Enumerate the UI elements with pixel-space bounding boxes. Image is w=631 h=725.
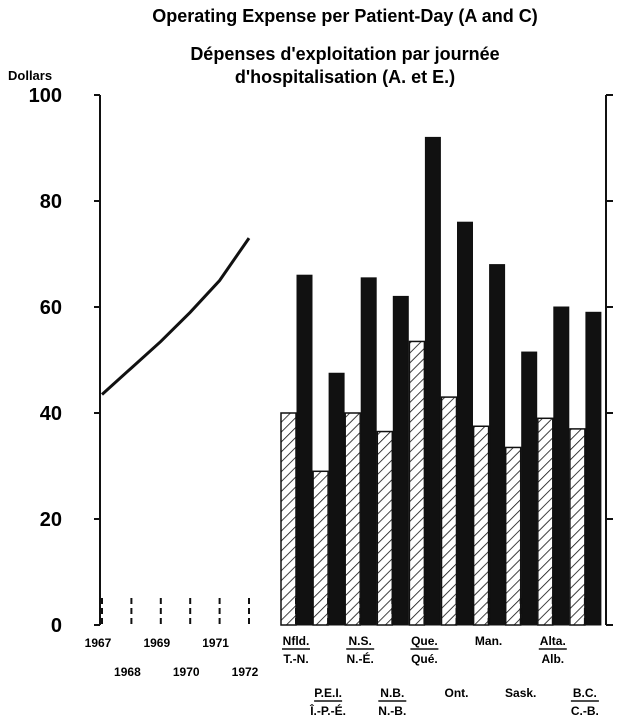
axes: 0 20 40 60 80 100 [29, 85, 613, 637]
y-tick-label: 20 [40, 509, 62, 531]
bar-hatched [537, 417, 554, 626]
trend-line [100, 237, 251, 396]
bar-hatched [312, 470, 329, 626]
year-label: 1972 [232, 665, 259, 679]
year-label: 1967 [85, 636, 112, 650]
bars-group [280, 136, 602, 626]
y-tick-label: 40 [40, 403, 62, 425]
bar-solid [424, 136, 441, 626]
bar-hatched [280, 412, 297, 626]
year-label: 1971 [202, 636, 229, 650]
bar-hatched [504, 446, 522, 626]
chart-title: Operating Expense per Patient-Day (A and… [152, 6, 537, 26]
bar-hatched [472, 425, 490, 626]
category-label-bottom: Î.-P.-É. [309, 703, 346, 718]
category-label-top: Man. [475, 634, 502, 648]
bar-solid [585, 311, 602, 626]
y-tick-label: 0 [51, 615, 62, 637]
chart-subtitle-line-1: Dépenses d'exploitation par journée [190, 44, 499, 64]
category-label-top: N.B. [380, 686, 404, 700]
category-label-top: Nfld. [283, 634, 310, 648]
category-label-bottom: C.-B. [571, 704, 599, 718]
category-label-top: B.C. [573, 686, 597, 700]
bar-solid [489, 264, 506, 626]
bar-solid [521, 351, 538, 626]
bar-solid [392, 295, 409, 626]
category-label-top: P.E.I. [314, 686, 342, 700]
category-label-top: Alta. [540, 634, 566, 648]
bar-hatched [440, 396, 458, 626]
category-label-bottom: N.-B. [378, 704, 406, 718]
category-label-top: Que. [411, 634, 438, 648]
y-tick-label: 60 [40, 297, 62, 319]
category-label-bottom: Alb. [541, 652, 564, 666]
chart-subtitle-line-2: d'hospitalisation (A. et E.) [235, 67, 455, 87]
trend-line-group [100, 237, 251, 396]
year-label: 1970 [173, 665, 200, 679]
category-label-bottom: N.-É. [347, 651, 374, 666]
category-label-bottom: Qué. [411, 652, 438, 666]
bar-solid [328, 372, 345, 626]
category-label-top: Ont. [445, 686, 469, 700]
bar-hatched [408, 340, 426, 626]
y-tick-label: 80 [40, 191, 62, 213]
bar-solid [553, 306, 570, 626]
year-label: 1968 [114, 665, 141, 679]
category-label-top: Sask. [505, 686, 536, 700]
category-label-bottom: T.-N. [283, 652, 308, 666]
bar-solid [296, 274, 313, 626]
bar-hatched [376, 430, 394, 626]
bar-hatched [569, 428, 586, 626]
year-label: 1969 [143, 636, 170, 650]
y-tick-label: 100 [29, 85, 62, 107]
bar-hatched [344, 412, 361, 626]
y-axis-label: Dollars [8, 68, 52, 83]
bar-solid [360, 277, 377, 626]
x-labels-group: 1967 1968 1969 1970 1971 1972 Nfld. T.-N. P.E.I.… [85, 598, 599, 718]
category-label-top: N.S. [349, 634, 372, 648]
bar-solid [457, 221, 473, 626]
